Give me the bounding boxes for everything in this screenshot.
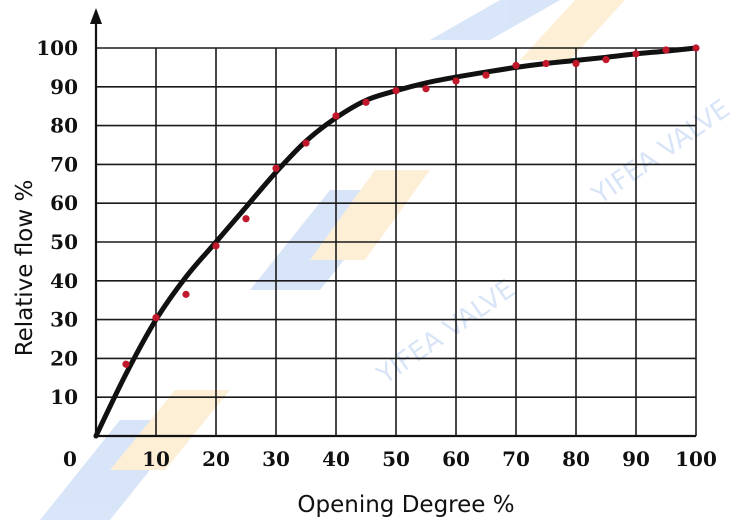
x-tick-label: 60	[442, 447, 470, 471]
y-tick-label: 40	[50, 269, 78, 293]
data-point	[122, 360, 130, 368]
axes	[90, 8, 696, 438]
data-point	[272, 164, 280, 172]
y-tick-label: 20	[50, 346, 78, 370]
x-tick-label: 50	[382, 447, 410, 471]
data-point	[332, 112, 340, 120]
y-tick-label: 10	[50, 385, 78, 409]
data-point	[632, 50, 640, 58]
watermark-text-center: YIFEA VALVE	[371, 274, 521, 391]
x-tick-label: 10	[142, 447, 170, 471]
data-point	[512, 61, 520, 70]
watermark-logo-blue-top	[430, 0, 560, 40]
origin-label: 0	[63, 447, 77, 471]
watermark-text-right: YIFEA VALVE	[586, 94, 730, 211]
x-tick-label: 20	[202, 447, 230, 471]
x-tick-label: 70	[502, 447, 530, 471]
watermark-logo-blue-center	[250, 190, 400, 290]
y-axis-arrow	[90, 8, 102, 24]
x-tick-label: 30	[262, 447, 290, 471]
data-point	[692, 44, 700, 52]
data-point	[662, 46, 670, 54]
data-point	[452, 77, 460, 85]
watermark-logo-orange-left	[110, 390, 230, 470]
data-point	[572, 59, 580, 68]
y-tick-label: 60	[50, 191, 78, 215]
x-tick-label: 100	[675, 447, 717, 471]
data-point	[152, 314, 160, 322]
x-tick-label: 40	[322, 447, 350, 471]
x-tick-label: 90	[622, 447, 650, 471]
y-tick-label: 50	[50, 230, 78, 254]
y-tick-label: 100	[36, 36, 78, 60]
series	[93, 44, 700, 439]
data-point	[362, 98, 370, 106]
data-point	[212, 242, 220, 250]
data-point	[542, 59, 550, 68]
x-tick-label: 80	[562, 447, 590, 471]
data-point	[242, 215, 250, 223]
data-point	[422, 85, 430, 93]
data-point	[602, 56, 610, 64]
y-axis-title: Relative flow %	[12, 180, 38, 357]
watermark-logo-blue-left	[40, 420, 190, 520]
grid	[96, 47, 697, 436]
watermark-logo-orange-top	[520, 0, 625, 60]
y-tick-label: 90	[50, 75, 78, 99]
data-point	[482, 71, 490, 79]
y-tick-label: 80	[50, 114, 78, 138]
tick-labels: 10 20 30 40 50 60 70 80 90 100 10 20 30 40 50 60 70 80 90 1…	[36, 36, 717, 471]
y-tick-label: 70	[50, 152, 78, 176]
data-point	[302, 139, 310, 147]
data-point	[392, 87, 400, 95]
data-point	[182, 290, 190, 298]
watermark: YIFEA VALVE YIFEA VALVE	[40, 0, 730, 520]
x-axis-title: Opening Degree %	[297, 492, 514, 518]
watermark-logo-orange-center	[310, 170, 430, 260]
y-tick-label: 30	[50, 308, 78, 332]
